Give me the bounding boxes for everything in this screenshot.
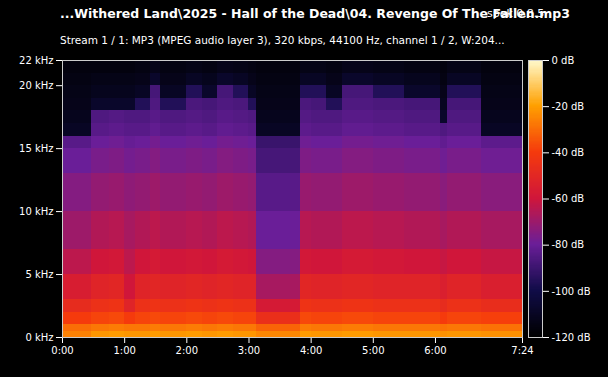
svg-text:1:00: 1:00 bbox=[113, 345, 135, 356]
html-text:spek 0.8.5: spek 0.8.5 bbox=[487, 7, 545, 20]
svg-text:20 kHz: 20 kHz bbox=[19, 80, 53, 91]
svg-text:-20 dB: -20 dB bbox=[552, 101, 585, 112]
svg-text:3:00: 3:00 bbox=[238, 345, 260, 356]
svg-text:5 kHz: 5 kHz bbox=[25, 269, 53, 280]
html-text:...Withered Land\2025 - Hall o: ...Withered Land\2025 - Hall of the Dead… bbox=[60, 6, 570, 21]
svg-text:5:00: 5:00 bbox=[362, 345, 384, 356]
svg-text:2:00: 2:00 bbox=[176, 345, 198, 356]
svg-text:15 kHz: 15 kHz bbox=[19, 143, 53, 154]
svg-text:-60 dB: -60 dB bbox=[552, 193, 585, 204]
svg-text:0 dB: 0 dB bbox=[552, 55, 575, 66]
svg-text:4:00: 4:00 bbox=[300, 345, 322, 356]
svg-text:6:00: 6:00 bbox=[424, 345, 446, 356]
html-text:Stream 1 / 1: MP3 (MPEG audio: Stream 1 / 1: MP3 (MPEG audio layer 3), … bbox=[60, 34, 505, 46]
svg-text:0 kHz: 0 kHz bbox=[25, 332, 53, 343]
svg-text:10 kHz: 10 kHz bbox=[19, 206, 53, 217]
svg-text:0:00: 0:00 bbox=[51, 345, 73, 356]
svg-text:22 kHz: 22 kHz bbox=[19, 55, 53, 66]
svg-text:-40 dB: -40 dB bbox=[552, 147, 585, 158]
svg-text:7:24: 7:24 bbox=[511, 345, 533, 356]
svg-text:-80 dB: -80 dB bbox=[552, 239, 585, 250]
svg-text:-100 dB: -100 dB bbox=[552, 286, 591, 297]
svg-text:-120 dB: -120 dB bbox=[552, 332, 591, 343]
